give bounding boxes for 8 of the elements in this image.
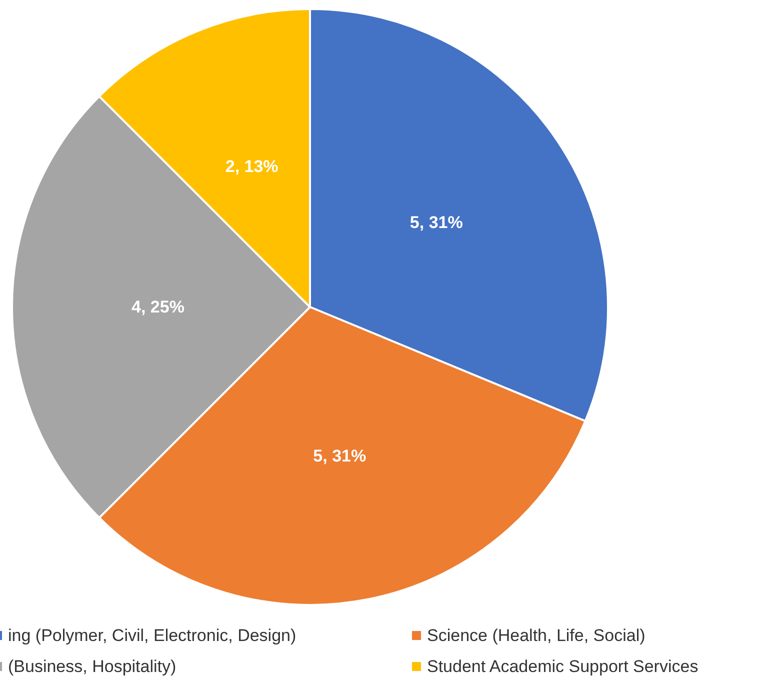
legend-label: (Business, Hospitality) (8, 657, 176, 676)
legend-label: Student Academic Support Services (427, 657, 698, 676)
legend-label: ing (Polymer, Civil, Electronic, Design) (8, 626, 296, 645)
data-label: 5, 31% (313, 446, 366, 466)
data-label: 4, 25% (132, 298, 184, 316)
data-label: 2, 13% (225, 157, 278, 176)
legend-label: Science (Health, Life, Social) (427, 626, 646, 645)
data-label: 5, 31% (410, 213, 463, 232)
